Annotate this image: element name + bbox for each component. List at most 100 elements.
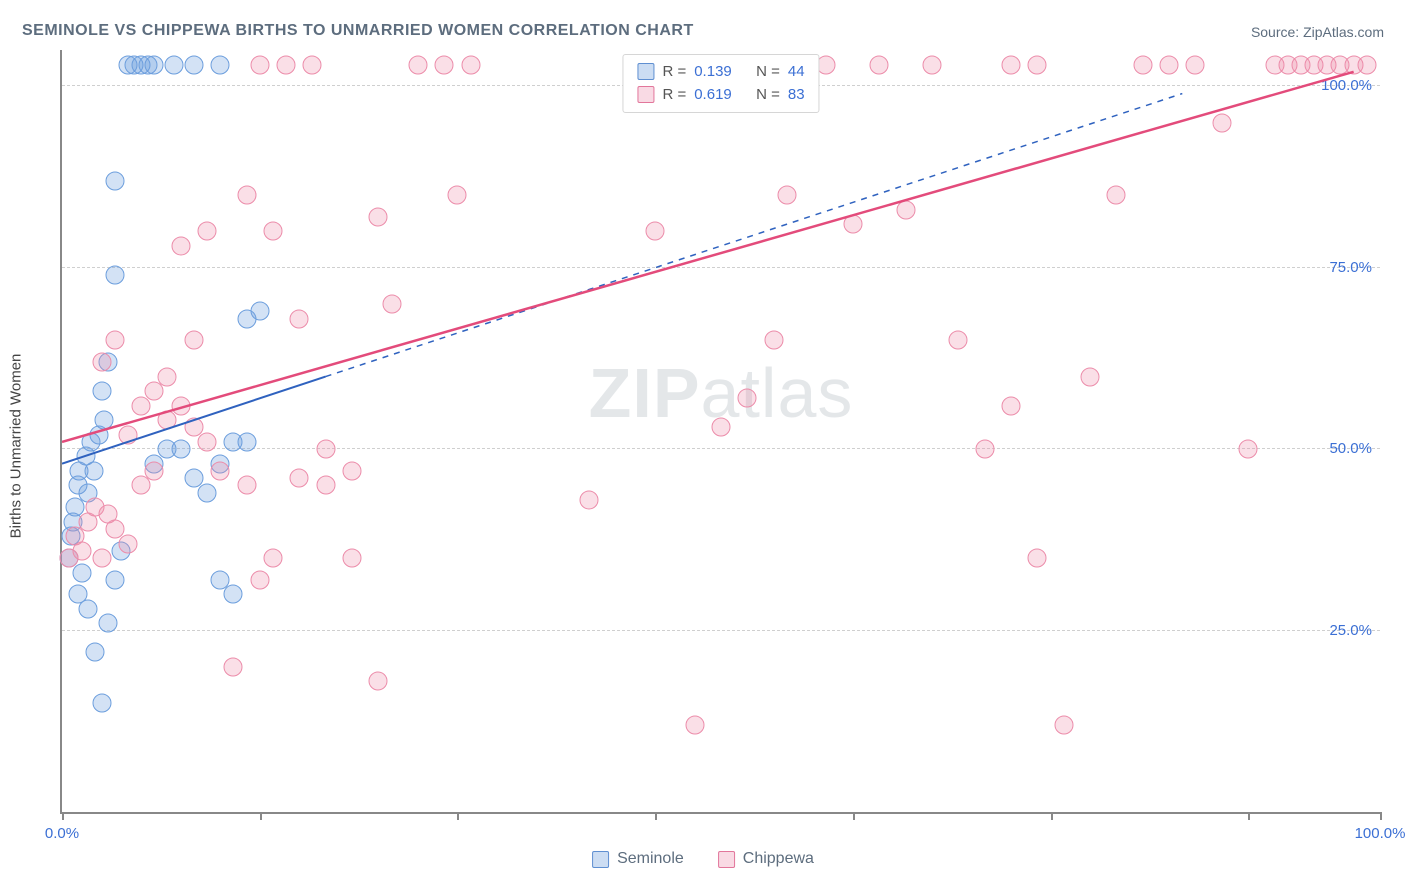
scatter-point xyxy=(975,440,994,459)
scatter-point xyxy=(1028,55,1047,74)
swatch-pink-icon xyxy=(718,851,735,868)
source-attribution: Source: ZipAtlas.com xyxy=(1251,24,1384,40)
y-axis-label: Births to Unmarried Women xyxy=(8,354,25,539)
scatter-point xyxy=(145,55,164,74)
y-tick-label: 25.0% xyxy=(1329,622,1372,639)
scatter-point xyxy=(197,432,216,451)
scatter-point xyxy=(99,614,118,633)
scatter-point xyxy=(171,440,190,459)
legend-label-seminole: Seminole xyxy=(617,850,684,868)
scatter-point xyxy=(1001,396,1020,415)
scatter-point xyxy=(263,549,282,568)
scatter-point xyxy=(435,55,454,74)
scatter-point xyxy=(369,207,388,226)
scatter-point xyxy=(303,55,322,74)
scatter-point xyxy=(72,563,91,582)
scatter-point xyxy=(777,186,796,205)
scatter-point xyxy=(250,55,269,74)
swatch-blue-icon xyxy=(592,851,609,868)
scatter-point xyxy=(92,353,111,372)
scatter-point xyxy=(949,331,968,350)
scatter-point xyxy=(105,331,124,350)
scatter-point xyxy=(870,55,889,74)
scatter-point xyxy=(316,440,335,459)
scatter-point xyxy=(1160,55,1179,74)
watermark-bold: ZIP xyxy=(589,354,701,432)
scatter-point xyxy=(922,55,941,74)
gridline-h xyxy=(62,448,1380,449)
x-tick xyxy=(655,812,657,820)
scatter-point xyxy=(277,55,296,74)
scatter-point xyxy=(1107,186,1126,205)
scatter-point xyxy=(646,222,665,241)
scatter-point xyxy=(211,461,230,480)
y-tick-label: 75.0% xyxy=(1329,259,1372,276)
series-legend: Seminole Chippewa xyxy=(592,850,814,868)
scatter-plot-area: ZIPatlas R = 0.139 N = 44 R = 0.619 N = … xyxy=(60,50,1380,814)
scatter-point xyxy=(369,672,388,691)
scatter-point xyxy=(165,55,184,74)
scatter-point xyxy=(171,396,190,415)
scatter-point xyxy=(184,331,203,350)
y-tick-label: 100.0% xyxy=(1321,77,1372,94)
correlation-legend: R = 0.139 N = 44 R = 0.619 N = 83 xyxy=(622,54,819,113)
scatter-point xyxy=(290,309,309,328)
scatter-point xyxy=(448,186,467,205)
x-tick xyxy=(62,812,64,820)
scatter-point xyxy=(1081,367,1100,386)
legend-item-seminole: Seminole xyxy=(592,850,684,868)
legend-item-chippewa: Chippewa xyxy=(718,850,814,868)
scatter-point xyxy=(92,549,111,568)
x-tick xyxy=(260,812,262,820)
scatter-point xyxy=(145,461,164,480)
scatter-point xyxy=(764,331,783,350)
scatter-point xyxy=(342,549,361,568)
scatter-point xyxy=(237,186,256,205)
scatter-point xyxy=(237,476,256,495)
scatter-point xyxy=(1133,55,1152,74)
legend-row-chippewa: R = 0.619 N = 83 xyxy=(637,83,804,106)
gridline-h xyxy=(62,630,1380,631)
scatter-point xyxy=(224,585,243,604)
scatter-point xyxy=(817,55,836,74)
scatter-point xyxy=(105,171,124,190)
x-tick xyxy=(1248,812,1250,820)
scatter-point xyxy=(1186,55,1205,74)
scatter-point xyxy=(685,715,704,734)
scatter-point xyxy=(461,55,480,74)
scatter-point xyxy=(1001,55,1020,74)
scatter-point xyxy=(1357,55,1376,74)
r-value-chippewa: 0.619 xyxy=(694,83,732,106)
scatter-point xyxy=(132,396,151,415)
scatter-point xyxy=(92,382,111,401)
swatch-pink-icon xyxy=(637,86,654,103)
scatter-point xyxy=(1028,549,1047,568)
legend-row-seminole: R = 0.139 N = 44 xyxy=(637,60,804,83)
scatter-point xyxy=(408,55,427,74)
scatter-point xyxy=(105,265,124,284)
scatter-point xyxy=(79,599,98,618)
x-tick-label: 0.0% xyxy=(45,825,79,842)
x-tick-label: 100.0% xyxy=(1355,825,1406,842)
n-value-chippewa: 83 xyxy=(788,83,805,106)
scatter-point xyxy=(211,55,230,74)
n-value-seminole: 44 xyxy=(788,60,805,83)
y-tick-label: 50.0% xyxy=(1329,440,1372,457)
r-label: R = xyxy=(662,60,686,83)
scatter-point xyxy=(1212,113,1231,132)
scatter-point xyxy=(290,469,309,488)
x-tick xyxy=(1051,812,1053,820)
scatter-point xyxy=(158,411,177,430)
r-label: R = xyxy=(662,83,686,106)
scatter-point xyxy=(92,694,111,713)
x-tick xyxy=(1380,812,1382,820)
chart-title: SEMINOLE VS CHIPPEWA BIRTHS TO UNMARRIED… xyxy=(22,22,694,40)
scatter-point xyxy=(1054,715,1073,734)
scatter-point xyxy=(382,295,401,314)
x-tick xyxy=(853,812,855,820)
scatter-point xyxy=(738,389,757,408)
scatter-point xyxy=(95,411,114,430)
scatter-point xyxy=(342,461,361,480)
scatter-point xyxy=(105,570,124,589)
x-tick xyxy=(457,812,459,820)
